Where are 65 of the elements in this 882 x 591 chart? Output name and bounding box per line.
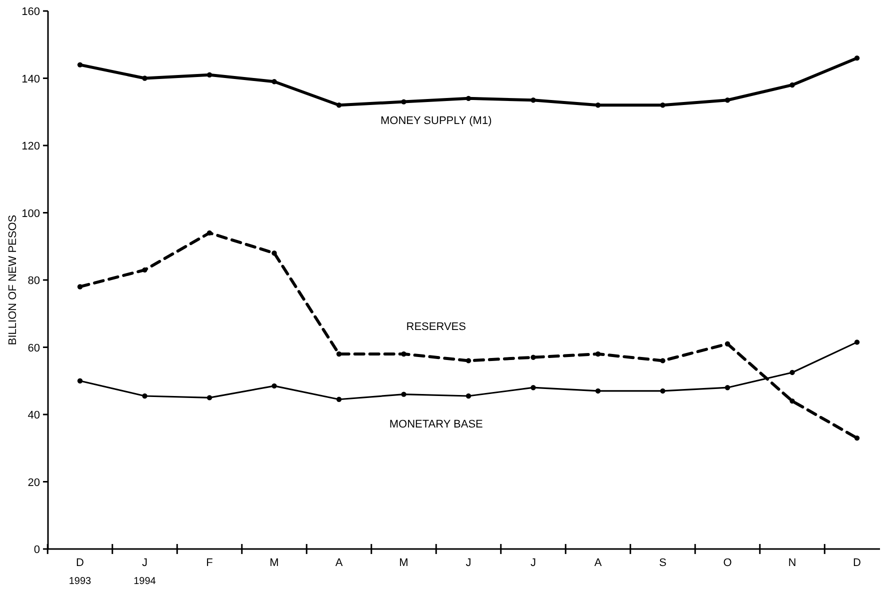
point [336,102,342,108]
point [595,102,601,108]
point [790,370,795,376]
point [660,358,666,364]
x-tick-label: O [723,557,732,569]
point [336,351,342,357]
point [595,388,601,394]
point [401,392,406,397]
point [466,358,472,364]
x-tick-label: F [206,557,214,569]
y-axis-title: BILLION OF NEW PESOS [7,214,19,346]
point [272,79,277,84]
point [272,383,277,389]
y-tick-label: 20 [28,476,40,489]
x-tick-label: D [853,557,862,569]
x-tick-label: A [594,557,602,569]
point [854,340,860,345]
y-tick-label: 40 [28,410,40,422]
point [336,396,342,402]
point [206,230,212,236]
point [854,435,860,441]
x-tick-label: S [659,557,666,569]
x-tick-label: M [270,557,279,569]
point [724,98,730,103]
point [660,388,666,394]
y-tick-label: 100 [22,208,40,220]
point [660,102,666,108]
point [530,98,536,103]
point [206,395,212,400]
point [724,385,730,390]
y-tick-label: 60 [28,342,40,354]
x-tick-label: J [530,557,536,569]
point [401,99,406,104]
x-tick-label: A [335,557,344,569]
series-label: MONEY SUPPLY (M1) [380,114,492,127]
point [854,55,860,61]
text: MONETARY BASE [389,418,483,430]
point [466,393,472,399]
point [790,82,795,88]
point [790,398,795,404]
point [142,393,148,399]
y-tick-label: 80 [28,275,40,287]
y-tick-label: 120 [22,140,40,152]
x-tick-label: N [788,557,796,569]
y-tick-label: 140 [22,73,40,86]
point [724,341,730,346]
x-tick-label: M [399,557,408,569]
series-label: RESERVES [406,320,466,333]
point [530,385,536,390]
y-tick-label: 0 [34,544,40,556]
x-tick-label: J [466,557,472,569]
point [530,354,536,360]
point [142,267,148,273]
point [595,351,601,357]
y-tick-label: 160 [22,6,40,18]
point [77,284,83,290]
point [206,72,212,78]
x-tick-label: J 1994 [134,557,156,587]
x-tick-label: D 1993 [68,557,92,587]
point [466,96,472,102]
point [272,250,277,256]
point [142,76,148,81]
point [77,378,83,384]
point [401,351,406,357]
point [77,62,83,68]
